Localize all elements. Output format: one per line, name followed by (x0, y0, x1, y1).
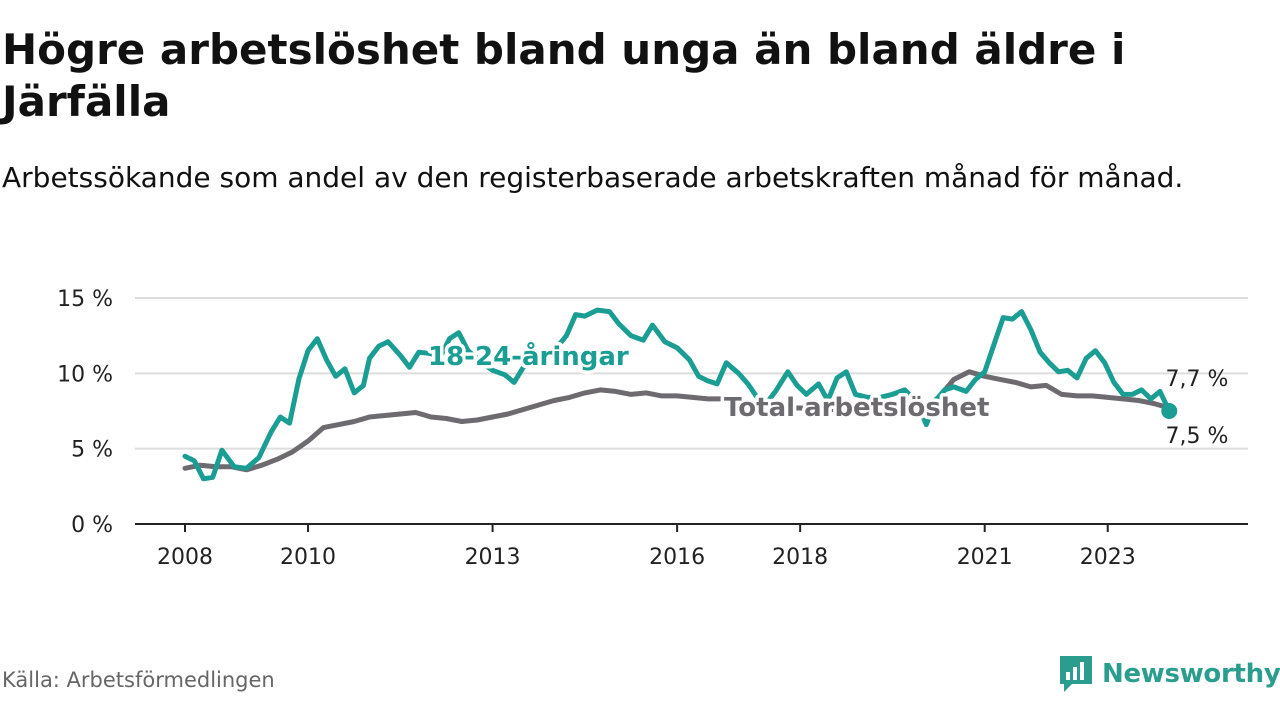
newsworthy-logo-text: Newsworthy (1102, 659, 1280, 689)
x-tick-label: 2018 (772, 545, 828, 570)
newsworthy-logo[interactable]: Newsworthy (1058, 654, 1280, 694)
series-line-total (182, 369, 1172, 473)
x-tick-label: 2016 (649, 545, 705, 570)
y-tick-label: 15 % (57, 287, 113, 312)
newsworthy-logo-icon (1060, 656, 1092, 692)
series-label-youth-halo: 18-24-åringar (428, 340, 629, 372)
line-chart: 0 %5 %10 %15 % 2008 2010 2013 2016 2018 2021 2… (57, 287, 1248, 570)
x-tick-label: 2021 (957, 545, 1013, 570)
series-lines (182, 307, 1178, 482)
y-tick-label: 5 % (71, 438, 113, 463)
chart-subtitle: Arbetssökande som andel av den registerb… (2, 161, 1184, 194)
x-tick-label: 2008 (157, 545, 213, 570)
x-tick-label: 2023 (1080, 545, 1136, 570)
series-label-total: Total arbetslöshet (724, 393, 989, 423)
end-value-label-youth: 7,5 % (1166, 424, 1229, 449)
series-end-dot (1161, 403, 1178, 419)
y-axis-ticks: 0 % 5 % 10 % 15 % (57, 287, 113, 538)
y-tick-label: 10 % (57, 362, 113, 387)
chart-title: Högre arbetslöshet bland unga än bland ä… (2, 25, 1126, 126)
y-tick-label: 0 % (71, 513, 113, 538)
series-line-youth (182, 307, 1172, 482)
end-value-label-total: 7,7 % (1166, 367, 1229, 392)
x-tick-label: 2010 (280, 545, 336, 570)
series-label-total-halo: Total arbetslöshet (724, 393, 989, 423)
source-note: Källa: Arbetsförmedlingen (2, 668, 275, 692)
x-axis-ticks: 2008 2010 2013 2016 2018 2021 2023 (135, 523, 1248, 570)
series-label-youth: 18-24-åringar (428, 340, 629, 372)
x-tick-label: 2013 (465, 545, 521, 570)
